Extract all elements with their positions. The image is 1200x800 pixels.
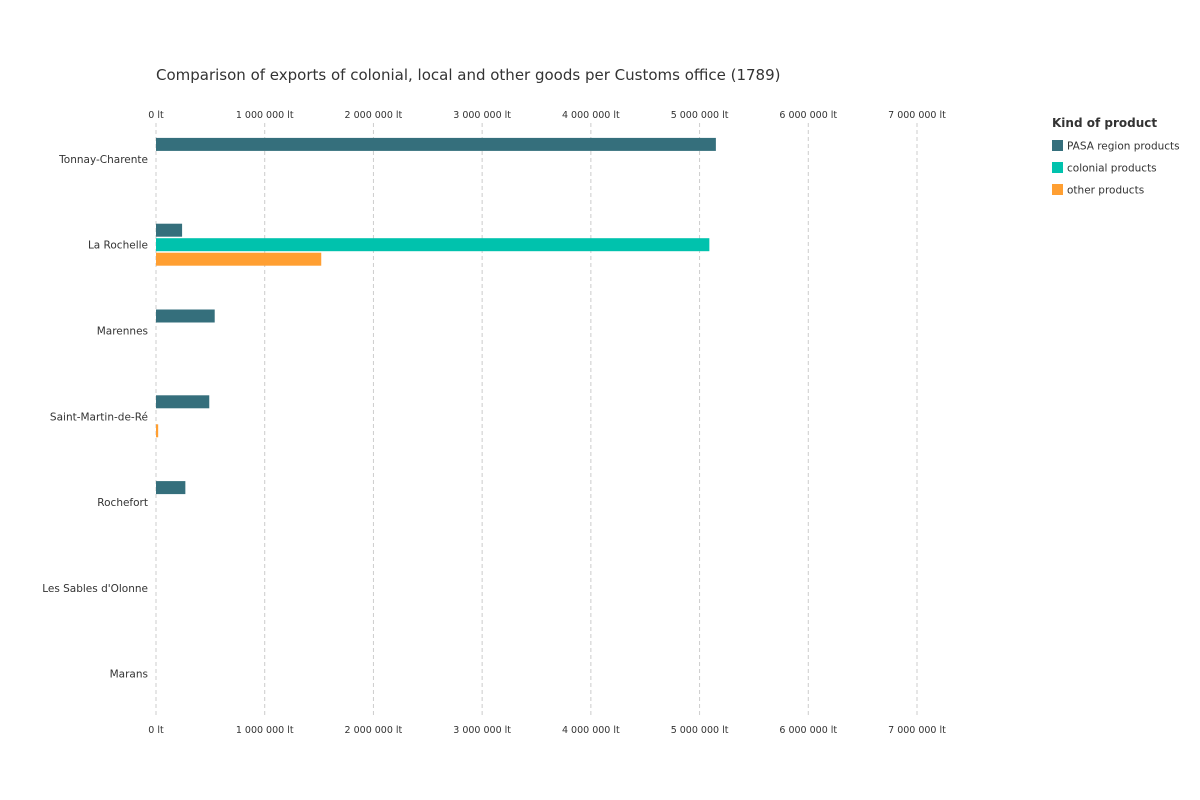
x-tick-label: 7 000 000 lt: [888, 725, 946, 736]
x-tick-label: 5 000 000 lt: [671, 725, 729, 736]
legend-label: colonial products: [1067, 163, 1157, 175]
category-label: Saint-Martin-de-Ré: [50, 411, 148, 423]
category-label: Les Sables d'Olonne: [42, 583, 148, 595]
bar: [156, 252, 322, 266]
x-tick-label: 7 000 000 lt: [888, 110, 946, 121]
legend-swatch: [1052, 162, 1063, 173]
legend: Kind of product PASA region products colo…: [1052, 116, 1180, 197]
bar: [156, 238, 710, 252]
legend-label: other products: [1067, 185, 1144, 197]
x-tick-label: 4 000 000 lt: [562, 110, 620, 121]
x-tick-label: 6 000 000 lt: [779, 110, 837, 121]
bar: [156, 309, 215, 323]
legend-label: PASA region products: [1067, 141, 1180, 153]
x-tick-label: 2 000 000 lt: [345, 725, 403, 736]
category-label: Tonnay-Charente: [58, 154, 148, 166]
category-label: Marans: [110, 669, 148, 681]
chart-title: Comparison of exports of colonial, local…: [156, 66, 781, 84]
category-label: Rochefort: [97, 497, 148, 509]
bar: [156, 223, 183, 237]
x-axis-bottom: 0 lt 1 000 000 lt 2 000 000 lt 3 000 000 lt…: [148, 725, 946, 736]
y-axis-categories: Tonnay-Charente La Rochelle Marennes Saint-…: [42, 154, 148, 681]
bar: [156, 395, 210, 409]
x-tick-label: 1 000 000 lt: [236, 110, 294, 121]
x-tick-label: 2 000 000 lt: [345, 110, 403, 121]
bar: [156, 137, 716, 151]
x-tick-label: 0 lt: [148, 725, 164, 736]
grid-lines: [155, 123, 918, 718]
x-tick-label: 0 lt: [148, 110, 164, 121]
x-axis-top: 0 lt 1 000 000 lt 2 000 000 lt 3 000 000 lt…: [148, 110, 946, 121]
x-tick-label: 4 000 000 lt: [562, 725, 620, 736]
bar: [156, 424, 159, 438]
legend-title: Kind of product: [1052, 116, 1157, 130]
x-tick-label: 6 000 000 lt: [779, 725, 837, 736]
legend-swatch: [1052, 184, 1063, 195]
x-tick-label: 5 000 000 lt: [671, 110, 729, 121]
bar: [156, 481, 186, 495]
bars: [156, 137, 716, 495]
x-tick-label: 3 000 000 lt: [453, 110, 511, 121]
x-tick-label: 3 000 000 lt: [453, 725, 511, 736]
legend-swatch: [1052, 140, 1063, 151]
x-tick-label: 1 000 000 lt: [236, 725, 294, 736]
category-label: La Rochelle: [88, 240, 148, 252]
category-label: Marennes: [97, 326, 148, 338]
